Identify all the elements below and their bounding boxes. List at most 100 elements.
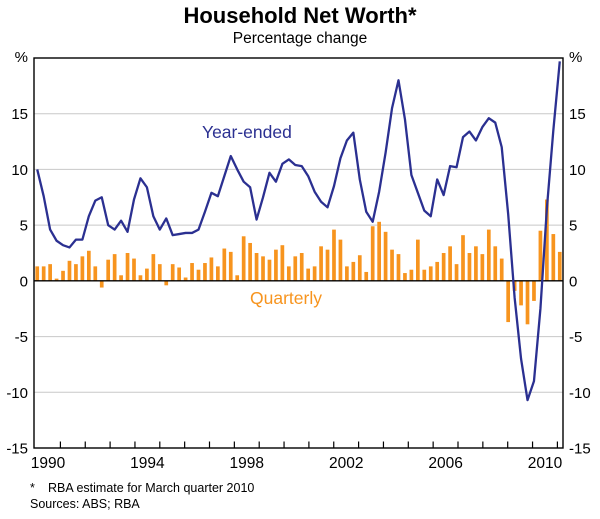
quarterly-bar bbox=[138, 275, 143, 281]
quarterly-bar bbox=[390, 249, 394, 281]
quarterly-bar bbox=[415, 239, 420, 281]
quarterly-bar bbox=[345, 266, 349, 281]
quarterly-bar bbox=[177, 267, 182, 281]
quarterly-bar bbox=[209, 257, 214, 281]
footnote: * RBA estimate for March quarter 2010 bbox=[30, 481, 254, 495]
x-axis-label: 2010 bbox=[528, 455, 563, 472]
quarterly-bar bbox=[506, 280, 511, 323]
y-axis-label-right: 10 bbox=[569, 162, 586, 179]
quarterly-bar bbox=[125, 253, 130, 281]
quarterly-bar bbox=[293, 256, 298, 281]
quarterly-bar bbox=[332, 229, 336, 281]
quarterly-bar bbox=[493, 246, 498, 281]
x-axis-label: 1998 bbox=[230, 455, 264, 472]
x-axis-label: 1994 bbox=[130, 455, 165, 472]
quarterly-bar bbox=[370, 226, 375, 281]
y-axis-unit-left: % bbox=[15, 49, 28, 66]
quarterly-bar bbox=[41, 266, 46, 281]
quarterly-bar bbox=[525, 280, 530, 325]
quarterly-bar bbox=[557, 251, 562, 281]
y-axis-label-left: 0 bbox=[20, 273, 28, 290]
quarterly-bar bbox=[196, 269, 201, 281]
y-axis-label-left: 15 bbox=[11, 106, 28, 123]
quarterly-bar bbox=[280, 245, 285, 281]
quarterly-bar bbox=[74, 264, 78, 281]
quarterly-bar bbox=[67, 260, 72, 281]
y-axis-label-right: -10 bbox=[569, 385, 591, 402]
quarterly-bar bbox=[486, 229, 491, 281]
y-axis-label-left: 5 bbox=[20, 218, 28, 235]
quarterly-bar bbox=[538, 230, 543, 281]
quarterly-bar bbox=[93, 266, 98, 281]
quarterly-bar bbox=[80, 256, 85, 281]
quarterly-bar bbox=[254, 253, 259, 281]
sources-line: Sources: ABS; RBA bbox=[30, 497, 140, 511]
quarterly-bar bbox=[190, 263, 194, 281]
quarterly-bar bbox=[422, 269, 427, 281]
quarterly-bar bbox=[228, 251, 233, 281]
y-axis-label-right: 0 bbox=[569, 273, 577, 290]
quarterly-bar bbox=[145, 268, 149, 281]
y-axis-label-right: 5 bbox=[569, 218, 577, 235]
y-axis-label-right: -15 bbox=[569, 441, 591, 458]
quarterly-bar bbox=[435, 261, 440, 281]
quarterly-bar bbox=[551, 234, 556, 281]
quarterly-bar bbox=[467, 253, 472, 281]
quarterly-bar bbox=[454, 264, 459, 281]
quarterly-bar bbox=[357, 255, 362, 281]
quarterly-bar bbox=[216, 266, 220, 281]
footnote-text: RBA estimate for March quarter 2010 bbox=[48, 481, 255, 495]
quarterly-bar bbox=[319, 246, 323, 281]
quarterly-bar bbox=[61, 270, 65, 281]
year-ended-line bbox=[36, 61, 561, 402]
quarterly-bar bbox=[545, 199, 549, 281]
quarterly-bar bbox=[183, 277, 188, 281]
quarterly-bar bbox=[99, 280, 104, 288]
quarterly-bar bbox=[519, 280, 523, 306]
quarterly-bar bbox=[325, 249, 330, 281]
quarterly-bar bbox=[151, 254, 156, 281]
quarterly-bar bbox=[170, 264, 175, 281]
quarterly-bar bbox=[428, 266, 433, 281]
quarterly-bar bbox=[164, 280, 169, 286]
quarterly-bar bbox=[383, 231, 388, 281]
quarterly-bar bbox=[499, 258, 504, 281]
quarterly-bar bbox=[448, 246, 452, 281]
footnote-marker: * bbox=[30, 481, 35, 495]
y-axis-label-left: -15 bbox=[6, 441, 28, 458]
y-axis-label-right: -5 bbox=[569, 329, 582, 346]
y-axis-label-left: -10 bbox=[6, 385, 28, 402]
quarterly-bar bbox=[267, 259, 272, 281]
y-axis-label-right: 15 bbox=[569, 106, 586, 123]
bar-series-label: Quarterly bbox=[250, 288, 322, 308]
y-axis-label-left: -5 bbox=[15, 329, 28, 346]
quarterly-bar bbox=[474, 246, 478, 281]
x-axis-label: 2006 bbox=[428, 455, 462, 472]
quarterly-bar bbox=[48, 264, 52, 281]
quarterly-bar bbox=[338, 239, 343, 281]
quarterly-bar bbox=[286, 266, 291, 281]
y-axis-unit-right: % bbox=[569, 49, 582, 66]
quarterly-bar bbox=[532, 280, 536, 301]
quarterly-bar bbox=[112, 254, 117, 281]
quarterly-bar bbox=[54, 278, 59, 281]
quarterly-bar bbox=[119, 275, 123, 281]
quarterly-bar bbox=[157, 264, 162, 281]
quarterly-bar bbox=[86, 250, 91, 281]
line-series-label: Year-ended bbox=[202, 122, 292, 142]
quarterly-bar bbox=[351, 261, 356, 281]
quarterly-bar bbox=[306, 268, 311, 281]
quarterly-bar bbox=[312, 266, 317, 281]
chart-subtitle: Percentage change bbox=[232, 30, 368, 47]
quarterly-bar bbox=[35, 266, 40, 281]
quarterly-bar bbox=[396, 254, 401, 281]
quarterly-bar bbox=[203, 263, 207, 281]
x-axis-label: 1990 bbox=[31, 455, 66, 472]
quarterly-bar bbox=[222, 248, 227, 281]
quarterly-bar bbox=[261, 256, 265, 281]
quarterly-bar bbox=[377, 221, 381, 281]
quarterly-bar bbox=[403, 273, 407, 281]
x-axis-label: 2002 bbox=[329, 455, 363, 472]
